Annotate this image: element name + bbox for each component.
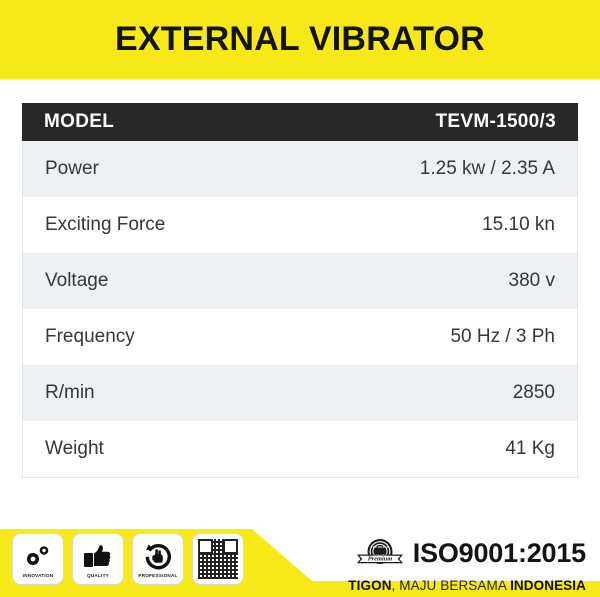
iso-label: ISO9001:2015 bbox=[412, 537, 586, 568]
spec-row-label: Frequency bbox=[45, 326, 135, 347]
badge-label: PROFESSIONAL bbox=[138, 572, 178, 578]
spec-row-label: Power bbox=[45, 158, 99, 179]
spec-row-label: Weight bbox=[45, 438, 104, 459]
premium-seal-icon: Premium TOP BRAND QUALITY bbox=[354, 537, 406, 569]
badge-label: INNOVATION bbox=[22, 572, 54, 578]
badge-label: QUALITY bbox=[87, 572, 109, 578]
badge-group: INNOVATION QUALITY bbox=[12, 533, 244, 585]
spec-row-value: 41 Kg bbox=[505, 438, 555, 459]
iso-certification-block: Premium TOP BRAND QUALITY ISO9001:2015 T… bbox=[286, 529, 586, 594]
table-row: Weight 41 Kg bbox=[23, 421, 577, 477]
spec-row-label: Voltage bbox=[45, 270, 109, 291]
qr-code-icon bbox=[198, 539, 238, 579]
spec-header-value: TEVM-1500/3 bbox=[435, 111, 556, 132]
table-row: Voltage 380 v bbox=[23, 253, 577, 309]
tagline-separator: , bbox=[391, 578, 400, 593]
page-title: EXTERNAL VIBRATOR bbox=[115, 20, 485, 58]
table-row: Frequency 50 Hz / 3 Ph bbox=[23, 309, 577, 365]
tagline-country: INDONESIA bbox=[510, 578, 586, 593]
spec-row-value: 50 Hz / 3 Ph bbox=[450, 326, 555, 347]
badge-innovation: INNOVATION bbox=[12, 533, 64, 585]
svg-text:TOP BRAND: TOP BRAND bbox=[371, 545, 389, 549]
spec-row-value: 1.25 kw / 2.35 A bbox=[419, 158, 555, 179]
spec-table: MODEL TEVM-1500/3 Power 1.25 kw / 2.35 A… bbox=[22, 103, 578, 478]
spec-row-value: 15.10 kn bbox=[482, 214, 555, 235]
spec-table-body: Power 1.25 kw / 2.35 A Exciting Force 15… bbox=[22, 141, 578, 478]
badge-professional: PROFESSIONAL bbox=[132, 533, 184, 585]
header-banner: EXTERNAL VIBRATOR bbox=[0, 0, 600, 79]
spec-table-header-row: MODEL TEVM-1500/3 bbox=[22, 103, 578, 141]
iso-line: Premium TOP BRAND QUALITY ISO9001:2015 bbox=[354, 529, 586, 577]
table-row: Exciting Force 15.10 kn bbox=[23, 197, 577, 253]
footer-yellow-strip bbox=[290, 581, 600, 597]
table-row: R/min 2850 bbox=[23, 365, 577, 421]
footer: INNOVATION QUALITY bbox=[0, 529, 600, 597]
spec-row-value: 380 v bbox=[508, 270, 555, 291]
spec-row-label: Exciting Force bbox=[45, 214, 166, 235]
fist-arrow-icon bbox=[143, 542, 173, 572]
tagline-brand: TIGON bbox=[348, 578, 392, 593]
thumbs-up-icon bbox=[83, 542, 113, 572]
svg-text:Premium: Premium bbox=[368, 555, 393, 562]
spec-row-label: R/min bbox=[45, 382, 95, 403]
gears-icon bbox=[23, 542, 53, 572]
company-tagline: TIGON, MAJU BERSAMA INDONESIA bbox=[348, 578, 586, 593]
spec-header-label: MODEL bbox=[44, 111, 115, 132]
table-row: Power 1.25 kw / 2.35 A bbox=[23, 141, 577, 197]
badge-qr-code[interactable] bbox=[192, 533, 244, 585]
badge-quality: QUALITY bbox=[72, 533, 124, 585]
spec-row-value: 2850 bbox=[512, 382, 555, 403]
svg-text:QUALITY: QUALITY bbox=[373, 555, 386, 558]
tagline-middle: MAJU BERSAMA bbox=[399, 578, 511, 593]
